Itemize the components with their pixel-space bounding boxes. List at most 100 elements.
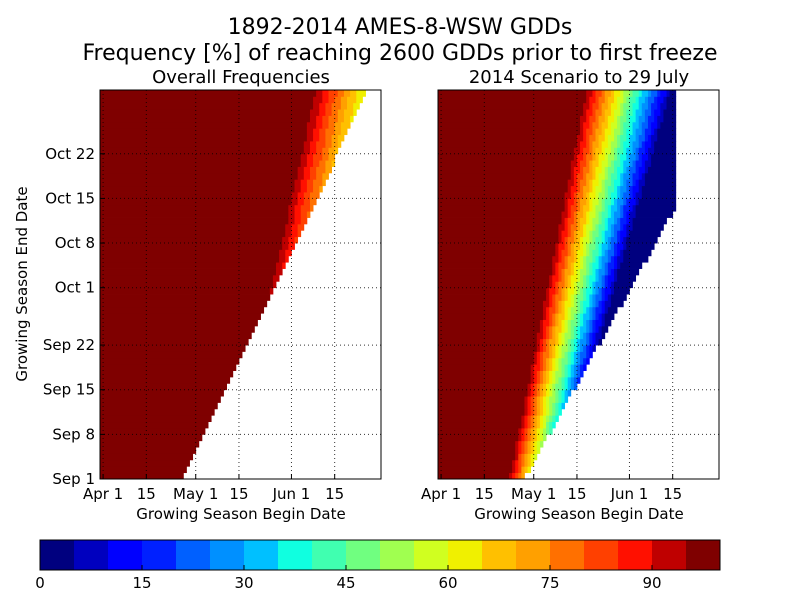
right-heat-cell: [601, 185, 606, 193]
right-heat-cell: [567, 281, 572, 289]
right-heat-cell: [610, 90, 615, 97]
right-heat-cell: [641, 141, 646, 148]
right-heat-cell: [555, 287, 559, 295]
left-heat-cell: [300, 204, 311, 212]
right-heat-cell: [576, 179, 581, 187]
right-heat-cell: [539, 338, 544, 346]
right-heat-cell: [623, 223, 627, 231]
right-heat-cell: [638, 172, 643, 180]
left-heat-cell: [313, 160, 320, 167]
right-heat-cell: [576, 300, 581, 308]
right-heat-cell: [573, 211, 578, 218]
left-heat-cell: [334, 121, 342, 129]
right-heat-cell: [512, 472, 516, 480]
right-heat-cell: [580, 204, 584, 212]
right-heat-cell: [570, 268, 575, 276]
right-heat-cell: [558, 243, 566, 250]
right-heat-cell: [570, 243, 575, 250]
right-heat-cell: [536, 357, 541, 365]
right-heat-cell: [592, 325, 596, 333]
right-heat-cell: [607, 217, 615, 225]
left-heat-cell: [347, 96, 357, 104]
right-heat-cell: [570, 345, 575, 352]
right-heat-cell: [542, 434, 547, 442]
right-heat-cell: [607, 211, 612, 218]
right-heat-cell: [592, 153, 596, 161]
right-heat-cell: [589, 338, 593, 346]
right-heat-cell: [607, 134, 615, 142]
left-heat-cell: [285, 223, 292, 231]
right-heat-cell: [586, 109, 593, 116]
y-axis-label: Growing Season End Date: [13, 186, 31, 381]
right-heat-cell: [542, 357, 547, 365]
right-heat-cell: [438, 115, 581, 123]
right-heat-cell: [592, 236, 596, 244]
right-heat-cell: [610, 172, 618, 180]
right-heat-cell: [604, 319, 612, 327]
right-heat-cell: [629, 141, 633, 148]
right-heat-cell: [567, 204, 572, 212]
right-heat-cell: [601, 109, 606, 116]
right-heat-cell: [638, 141, 643, 148]
right-heat-cell: [583, 332, 587, 340]
right-heat-cell: [589, 230, 593, 238]
right-heat-cell: [607, 255, 612, 263]
right-heat-cell: [641, 153, 649, 161]
right-heat-cell: [438, 319, 541, 327]
right-heat-cell: [549, 357, 553, 365]
colorbar-ticks: 0 15 30 45 60 75 90: [35, 565, 662, 592]
right-heat-cell: [626, 243, 655, 250]
right-heat-cell: [610, 102, 618, 110]
colorbar-segment: [380, 540, 415, 570]
left-heat-cell: [100, 319, 258, 327]
left-heat-cell: [276, 262, 283, 269]
right-heat-cell: [561, 370, 566, 378]
right-heat-cell: [592, 255, 596, 263]
right-heat-cell: [576, 141, 581, 148]
right-heat-cell: [657, 128, 677, 136]
right-heat-cell: [586, 281, 590, 289]
right-heat-cell: [623, 204, 630, 212]
right-heat-cell: [536, 434, 541, 442]
right-heat-cell: [570, 230, 575, 238]
right-heat-cell: [601, 255, 609, 263]
right-heat-cell: [623, 249, 652, 257]
left-heat-cell: [100, 427, 206, 435]
left-heat-cell: [100, 198, 292, 206]
left-heat-cell: [291, 198, 299, 206]
right-heat-cell: [654, 147, 677, 155]
left-heat-cell: [334, 96, 342, 104]
right-heat-cell: [632, 204, 637, 212]
colorbar-segment: [278, 540, 313, 570]
right-heat-cell: [583, 128, 587, 136]
right-heat-cell: [539, 357, 544, 365]
right-heat-cell: [644, 96, 649, 104]
right-heat-cell: [570, 357, 575, 365]
left-heat-cell: [337, 134, 345, 142]
right-heat-cell: [518, 427, 522, 435]
right-heat-cell: [438, 306, 544, 314]
left-x-tick-label: 15: [229, 485, 248, 503]
right-heat-cell: [586, 134, 590, 142]
right-heat-cell: [641, 109, 646, 116]
right-heat-cell: [555, 294, 562, 301]
right-heat-cell: [438, 274, 550, 282]
right-heat-cell: [586, 172, 593, 180]
right-heat-cell: [438, 249, 556, 257]
right-heat-cell: [576, 160, 581, 167]
right-heat-cell: [573, 166, 581, 174]
left-heat-cell: [297, 198, 305, 206]
right-heat-cell: [524, 447, 528, 454]
right-heat-cell: [546, 383, 550, 391]
colorbar-segment: [312, 540, 347, 570]
left-heat-cell: [306, 128, 314, 136]
right-heat-cell: [644, 128, 652, 136]
right-heat-cell: [567, 383, 572, 391]
right-heat-cell: [598, 262, 603, 269]
right-heat-cell: [512, 466, 516, 474]
right-heat-cell: [617, 153, 621, 161]
left-heat-cell: [300, 217, 308, 225]
right-heat-cell: [595, 294, 603, 301]
right-heat-cell: [567, 236, 575, 244]
left-heat-cell: [313, 134, 320, 142]
